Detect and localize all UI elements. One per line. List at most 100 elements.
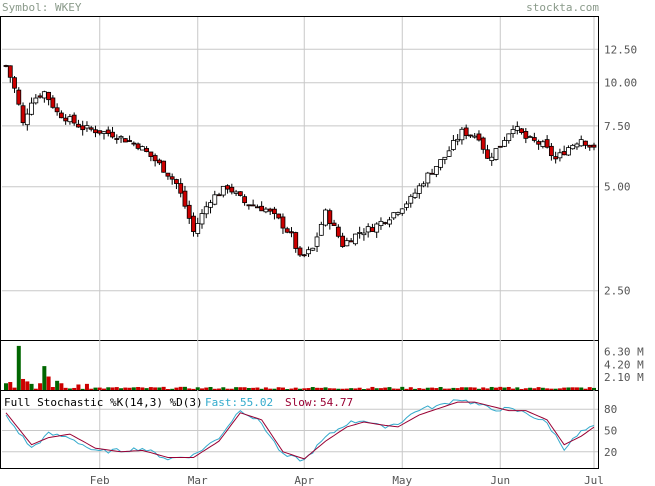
volume-bar: [553, 388, 558, 390]
volume-bar: [421, 388, 426, 390]
stochastic-lines: [5, 399, 595, 462]
candle-body: [54, 107, 60, 113]
candle-body: [127, 140, 132, 142]
volume-bar: [396, 388, 400, 390]
volume-bar: [246, 387, 251, 390]
candle-body: [272, 208, 277, 215]
volume-bar: [182, 386, 187, 390]
volume-bar: [195, 387, 200, 390]
candle-body: [156, 159, 162, 164]
candle-body: [399, 208, 405, 214]
candle-body: [203, 206, 209, 215]
volume-bar: [191, 388, 196, 390]
volume-tick-label: 6.30 M: [604, 345, 644, 358]
candle-body: [306, 249, 311, 255]
candle-body: [63, 117, 69, 122]
candle-body: [527, 136, 533, 138]
candle-body: [12, 77, 17, 89]
volume-bar: [29, 383, 34, 390]
month-tick-label: May: [392, 474, 412, 486]
volume-bar: [387, 387, 392, 390]
month-tick-label: Feb: [90, 474, 110, 486]
candle-body: [242, 196, 248, 204]
volume-bar: [442, 388, 447, 390]
candle-body: [587, 144, 593, 148]
candle-body: [459, 128, 465, 141]
volume-bar: [468, 387, 473, 390]
volume-bar: [110, 387, 115, 390]
candle-body: [46, 91, 52, 101]
candle-body: [29, 102, 34, 115]
symbol-label: Symbol: WKEY: [2, 1, 82, 14]
candle-body: [118, 136, 124, 139]
candle-body: [199, 213, 205, 225]
candle-body: [276, 213, 282, 219]
candle-body: [480, 137, 486, 150]
volume-bar: [574, 387, 579, 390]
candle-body: [318, 223, 324, 236]
candle-body: [259, 205, 265, 212]
volume-bar: [178, 386, 183, 390]
candle-body: [254, 206, 260, 209]
volume-bar: [161, 386, 166, 390]
volume-bar: [489, 386, 494, 390]
volume-bar: [46, 376, 51, 390]
candle-body: [331, 222, 337, 226]
candle-body: [131, 142, 137, 145]
candle-body: [395, 212, 401, 215]
candle-body: [472, 135, 478, 138]
volume-bar: [353, 388, 358, 390]
volume-bar: [357, 387, 362, 390]
volume-bar: [455, 388, 460, 390]
volume-bar: [293, 387, 298, 390]
volume-bar: [476, 388, 481, 390]
candle-body: [152, 155, 158, 162]
candle-body: [191, 215, 196, 232]
volume-bar: [566, 387, 571, 390]
candle-body: [387, 219, 392, 225]
candle-body: [493, 148, 499, 160]
volume-bar: [187, 388, 192, 390]
volume-bar: [263, 387, 268, 390]
candle-body: [548, 145, 554, 157]
candle-body: [566, 147, 571, 156]
volume-bar: [549, 388, 554, 390]
volume-bar: [408, 387, 413, 390]
candle-body: [519, 128, 524, 134]
candle-body: [41, 91, 47, 99]
volume-bar: [114, 387, 119, 390]
candle-body: [186, 204, 192, 219]
candle-body: [591, 144, 597, 148]
slow-value: 54.77: [320, 396, 353, 409]
volume-bar: [259, 388, 264, 390]
volume-bar: [55, 380, 60, 390]
volume-bar: [276, 387, 281, 390]
volume-bar: [123, 387, 128, 390]
fast-label: Fast:: [205, 396, 238, 409]
volume-bar: [361, 389, 366, 390]
volume-bar: [89, 388, 94, 390]
candle-body: [382, 222, 388, 224]
volume-bar: [148, 387, 153, 390]
candle-body: [114, 138, 120, 140]
candle-body: [476, 133, 482, 141]
candle-body: [88, 127, 94, 130]
slow-label: Slow:: [285, 396, 318, 409]
candle-body: [348, 240, 354, 243]
candle-body: [485, 149, 490, 159]
candle-body: [212, 194, 218, 205]
volume-bar: [315, 387, 320, 390]
candle-body: [20, 105, 26, 124]
volume-bar: [102, 388, 106, 390]
candle-body: [506, 133, 512, 141]
candle-body: [570, 144, 576, 150]
candle-body: [391, 212, 397, 219]
candle-body: [335, 226, 341, 237]
volume-bar: [119, 388, 124, 390]
volume-bar: [251, 387, 256, 390]
volume-bar: [336, 388, 341, 390]
volume-bar: [425, 387, 430, 390]
fast-value: 55.02: [240, 396, 273, 409]
candle-body: [468, 134, 473, 137]
